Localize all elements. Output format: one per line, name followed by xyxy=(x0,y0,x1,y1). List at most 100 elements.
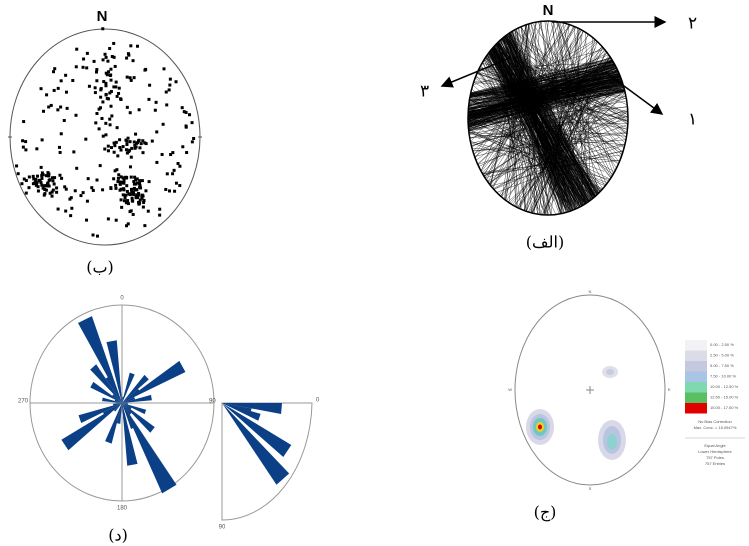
point xyxy=(56,108,60,112)
point xyxy=(40,138,44,142)
point xyxy=(42,109,46,113)
point xyxy=(106,149,110,153)
point xyxy=(131,212,135,216)
point xyxy=(106,97,110,101)
great-circle xyxy=(468,63,628,96)
rose-petal xyxy=(61,403,122,451)
rose-petal xyxy=(122,403,155,433)
great-circle xyxy=(468,74,628,114)
rose-petal xyxy=(122,390,128,403)
great-circle xyxy=(503,24,601,208)
great-circle xyxy=(472,30,579,215)
great-circle xyxy=(468,74,628,117)
point xyxy=(106,70,110,74)
great-circle xyxy=(504,23,605,215)
great-circle xyxy=(522,84,587,215)
legend-swatch xyxy=(685,403,707,414)
point xyxy=(180,106,184,110)
great-circle xyxy=(468,72,628,103)
point xyxy=(125,105,129,109)
point xyxy=(139,142,143,146)
great-circle xyxy=(478,47,586,215)
panel-label: (الف) xyxy=(526,233,564,252)
point xyxy=(168,83,172,87)
point xyxy=(91,233,95,237)
point xyxy=(190,121,194,125)
point xyxy=(74,113,78,117)
point xyxy=(39,181,43,185)
great-circle xyxy=(492,34,608,215)
legend-swatch xyxy=(685,350,707,361)
point xyxy=(109,89,113,93)
rose-petal xyxy=(114,399,122,403)
point xyxy=(144,142,148,146)
net-circle xyxy=(9,28,201,246)
point xyxy=(46,171,50,175)
point xyxy=(143,224,147,228)
rose-petal xyxy=(122,388,141,403)
point xyxy=(128,148,132,152)
point xyxy=(134,145,138,149)
point xyxy=(126,199,130,203)
great-circle xyxy=(558,31,583,215)
point xyxy=(81,65,85,69)
direction: N xyxy=(589,289,592,294)
point xyxy=(158,213,162,217)
rose-label: 90 xyxy=(219,525,226,531)
point xyxy=(134,196,138,200)
great-circle xyxy=(509,85,604,215)
point xyxy=(134,132,138,136)
great-circle xyxy=(507,21,627,172)
great-circle xyxy=(468,53,628,112)
point xyxy=(119,198,123,202)
point xyxy=(101,27,105,31)
point xyxy=(112,141,116,145)
great-circle xyxy=(507,37,609,202)
legend-swatch xyxy=(685,382,707,393)
point xyxy=(90,186,94,190)
point xyxy=(22,177,26,181)
point xyxy=(135,177,139,181)
arrow-label: ۱ xyxy=(688,110,697,130)
legend-label: 2.50 - 5.00 % xyxy=(710,353,734,358)
point xyxy=(125,184,129,188)
point xyxy=(65,106,69,110)
rose-label: 0 xyxy=(316,398,320,404)
point xyxy=(135,181,139,185)
great-circle xyxy=(479,29,604,204)
point xyxy=(167,88,171,92)
point xyxy=(74,65,78,69)
point xyxy=(51,179,55,183)
point xyxy=(138,184,142,188)
point xyxy=(108,47,112,51)
great-circle xyxy=(511,23,599,210)
point xyxy=(124,176,128,180)
point xyxy=(118,146,122,150)
point xyxy=(50,194,54,198)
contour-stereonet xyxy=(514,294,666,486)
point xyxy=(112,177,116,181)
point xyxy=(131,190,135,194)
point xyxy=(108,117,112,121)
point xyxy=(113,169,117,173)
point xyxy=(48,191,52,195)
rose-petal xyxy=(122,403,128,405)
rose-petal xyxy=(122,403,132,415)
point xyxy=(27,186,31,190)
point xyxy=(85,51,89,55)
point xyxy=(36,185,40,189)
point xyxy=(40,176,44,180)
point xyxy=(115,94,119,98)
great-circle xyxy=(486,37,564,215)
great-circle xyxy=(488,23,584,209)
rose-label: 90 xyxy=(209,399,216,405)
great-circle xyxy=(512,34,617,215)
point xyxy=(161,122,165,126)
great-circle xyxy=(468,76,628,126)
great-circle xyxy=(478,87,628,139)
point xyxy=(155,130,159,134)
point xyxy=(118,182,122,186)
great-circle xyxy=(468,21,577,206)
point xyxy=(178,184,182,188)
great-circle xyxy=(492,40,612,205)
